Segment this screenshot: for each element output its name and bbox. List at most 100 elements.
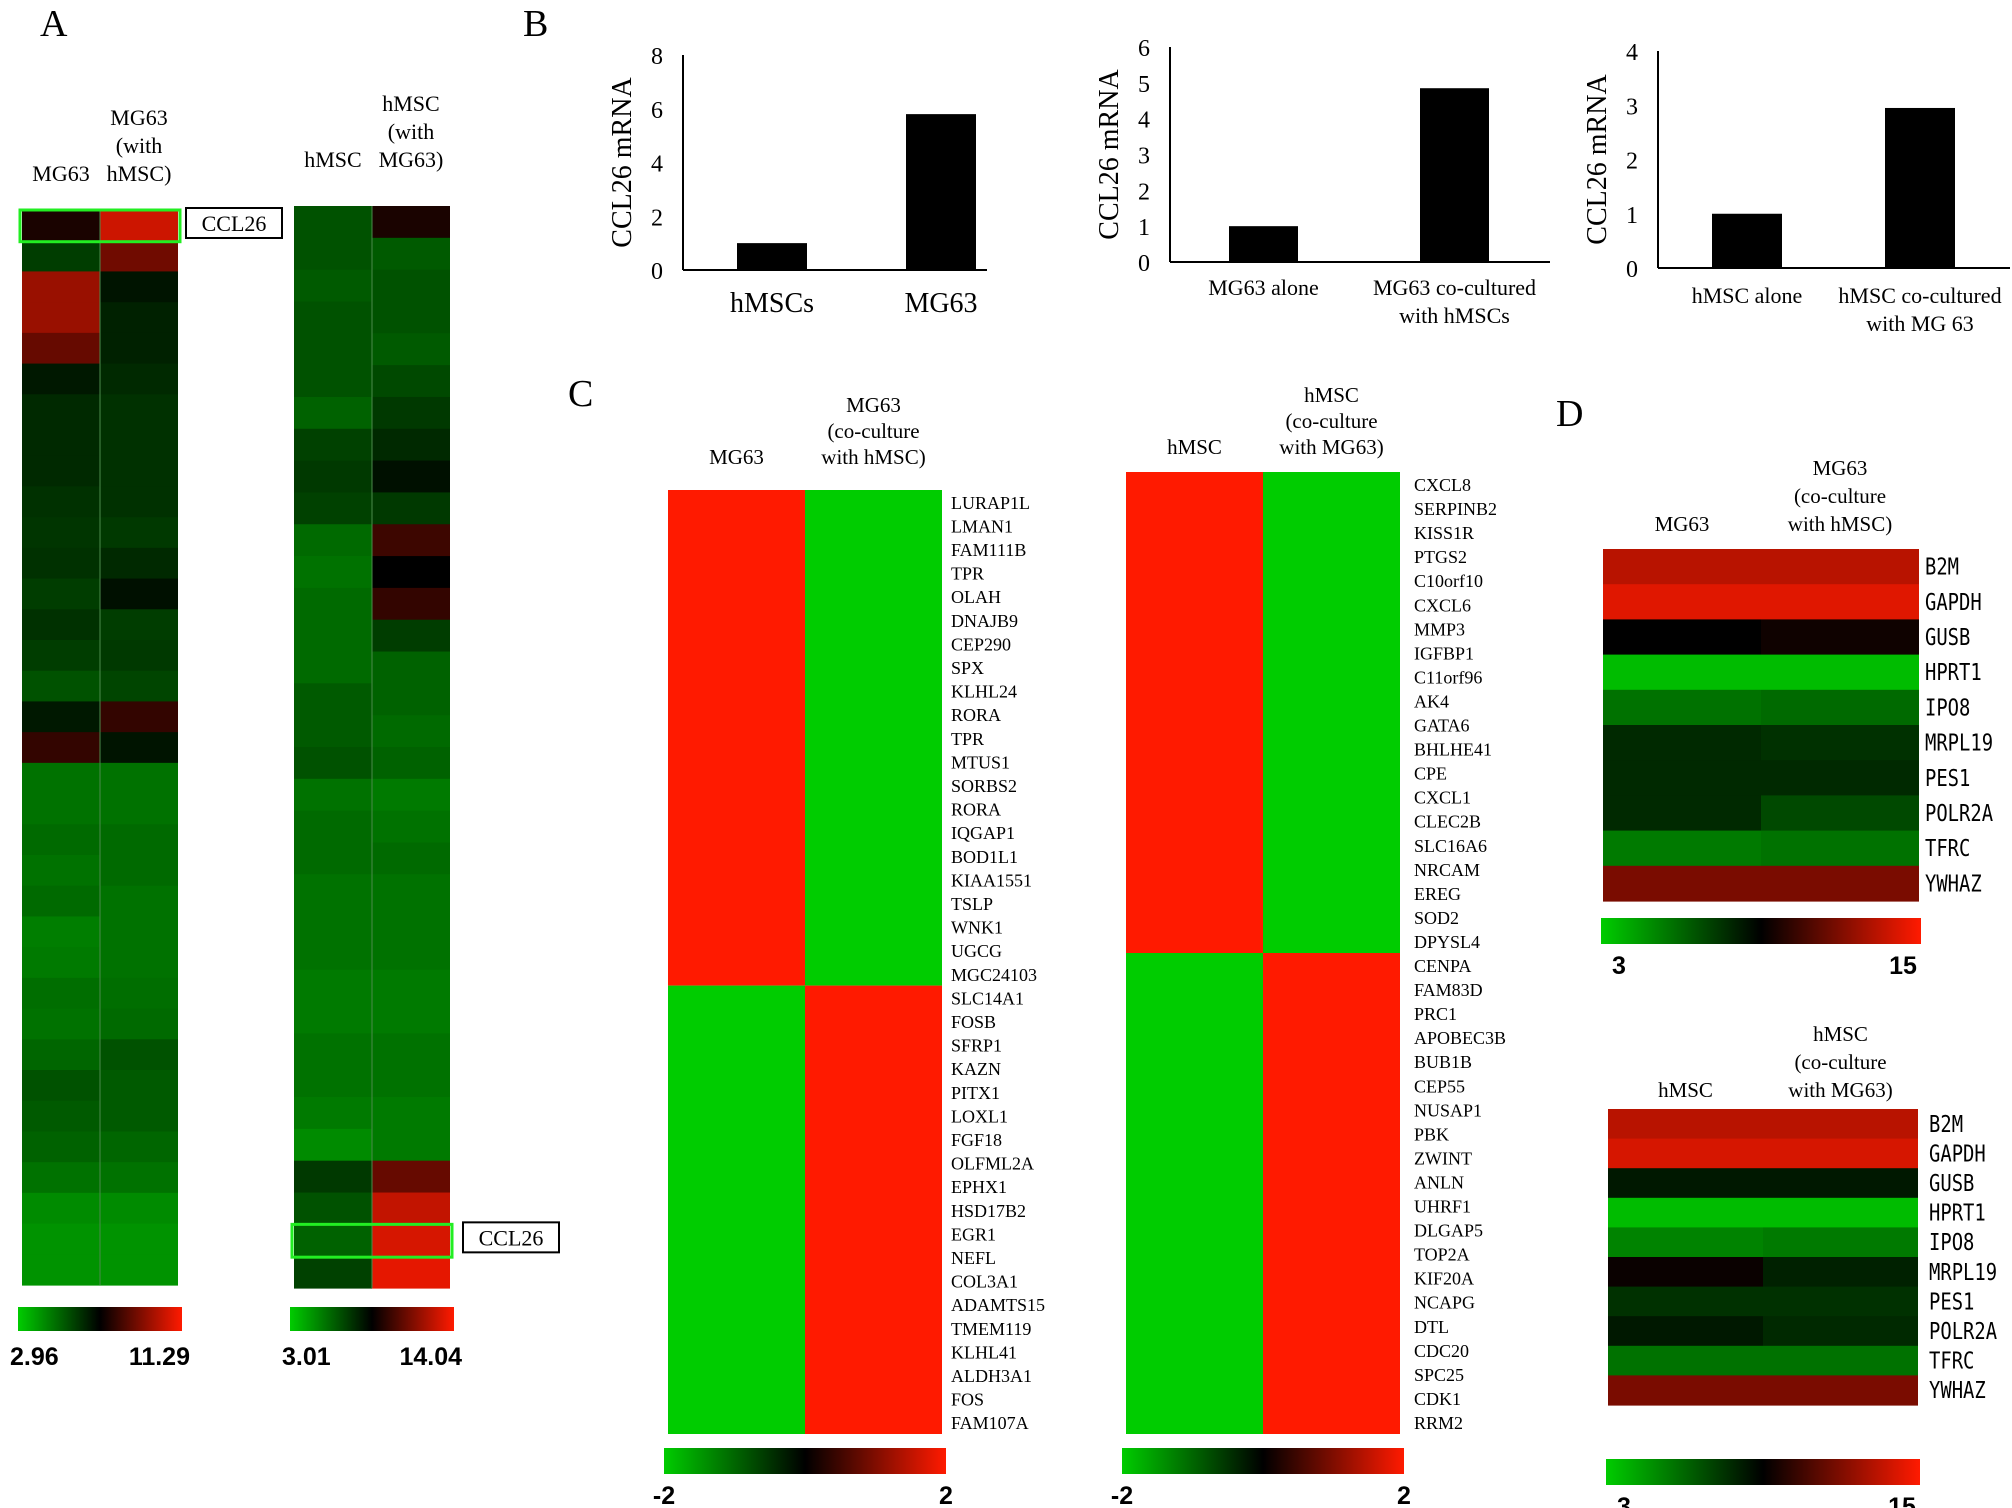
color-scale-max: 2 [939,1482,953,1508]
color-scale-min: 3 [1617,1493,1631,1508]
gene-label: MRPL19 [1929,1258,1997,1285]
heatmap-cell [100,302,178,334]
gene-label: SFRP1 [951,1036,1002,1056]
heatmap-cell [100,394,178,426]
gene-label: RORA [951,800,1001,820]
gene-label: SLC16A6 [1414,836,1487,856]
heatmap-cell [100,977,178,1010]
panel-label-c: C [568,373,593,415]
heatmap-cell [372,1160,450,1194]
heatmap-cell [22,1131,100,1163]
gene-label: RORA [951,705,1001,725]
gene-label: CXCL8 [1414,475,1471,495]
gene-label: KLHL24 [951,682,1017,702]
heatmap-cell [1608,1375,1763,1406]
heatmap-cell [372,1001,450,1035]
heatmap-cell [100,210,178,242]
gene-label: SOD2 [1414,908,1459,928]
gene-label: NUSAP1 [1414,1100,1482,1120]
gene-label: HPRT1 [1929,1199,1986,1226]
heatmap-cell [294,460,372,494]
gene-label: LOXL1 [951,1106,1008,1126]
gene-label: PES1 [1925,764,1970,791]
gene-label: TFRC [1929,1347,1974,1374]
heatmap-cell [1763,1316,1918,1347]
gene-label: MMP3 [1414,619,1465,639]
heatmap-cell [22,1008,100,1040]
gene-label: KIAA1551 [951,870,1032,890]
heatmap-cell [294,396,372,430]
column-header: MG63 [32,161,89,186]
gene-label: SPX [951,658,984,678]
bar [1229,226,1298,262]
heatmap-cell [1608,1227,1763,1258]
gene-label: CEP290 [951,634,1011,654]
heatmap-cell [22,762,100,795]
heatmap-block [1263,472,1400,953]
heatmap-cell [294,619,372,653]
gene-label: FAM107A [951,1413,1029,1433]
heatmap-cell [22,855,100,887]
y-axis-title: CCL26 mRNA [1094,69,1125,240]
y-axis-title: CCL26 mRNA [607,77,638,248]
heatmap-cell [372,619,450,653]
gene-label: RRM2 [1414,1413,1463,1433]
heatmap-cell [1761,760,1919,796]
heatmap-cell [1603,865,1761,902]
gene-label: KISS1R [1414,523,1474,543]
gene-label: ANLN [1414,1172,1464,1192]
heatmap-cell [372,333,450,366]
y-tick-label: 4 [1138,108,1150,134]
gene-label: B2M [1929,1110,1963,1137]
heatmap-cell [372,396,450,430]
gene-label: SERPINB2 [1414,499,1497,519]
heatmap-cell [1763,1168,1918,1199]
x-tick-label: hMSC alone [1692,283,1803,308]
color-scale-max: 11.29 [129,1343,190,1371]
color-scale-bar [1606,1459,1920,1485]
column-header: (co-culture [1285,409,1377,433]
heatmap-cell [294,1033,372,1066]
panel-label-d: D [1556,393,1583,435]
heatmap-cell [294,492,372,525]
color-scale-min: -2 [653,1482,675,1508]
highlight-box [290,1222,454,1259]
y-tick-label: 4 [1626,40,1638,66]
gene-label: DNAJB9 [951,611,1018,631]
gene-label: CDK1 [1414,1389,1461,1409]
heatmap-cell [372,269,450,303]
gene-label: OLAH [951,587,1001,607]
gene-label: UHRF1 [1414,1197,1471,1217]
heatmap-cell [1761,830,1919,867]
column-header: (with [116,133,162,158]
heatmap-cell [100,578,178,610]
panel-label-b: B [523,3,548,45]
heatmap-cell [1603,760,1761,796]
y-tick-label: 1 [1626,203,1638,229]
heatmap-cell [100,855,178,887]
heatmap-cell [372,906,450,939]
gene-label: TFRC [1925,834,1970,861]
heatmap-cell [1603,725,1761,761]
heatmap-cell [22,916,100,948]
gene-label: CEP55 [1414,1076,1465,1096]
heatmap-cell [100,640,178,672]
heatmap-cell [100,701,178,733]
column-header: hMSC [382,91,439,116]
heatmap-cell [372,1224,450,1257]
heatmap-cell [22,455,100,488]
heatmap-cell [22,1039,100,1071]
gene-label: POLR2A [1929,1317,1997,1344]
y-tick-label: 2 [1626,149,1638,175]
gene-label: BOD1L1 [951,847,1018,867]
heatmap-cell [100,916,178,948]
gene-label: BHLHE41 [1414,740,1492,760]
callout-label: CCL26 [202,211,267,236]
gene-label: DPYSL4 [1414,932,1480,952]
column-header: with hMSC) [1788,512,1892,536]
heatmap-cell [100,1100,178,1133]
heatmap-cell [1761,689,1919,726]
column-header: with hMSC) [821,445,925,469]
heatmap-cell [22,732,100,764]
gene-label: APOBEC3B [1414,1028,1506,1048]
